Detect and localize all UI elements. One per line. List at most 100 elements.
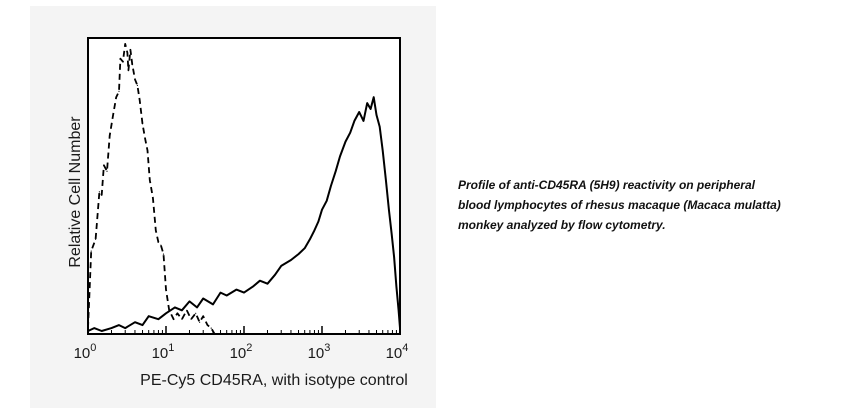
data-point [148, 315, 150, 317]
data-point [144, 138, 146, 140]
data-point [126, 52, 128, 54]
data-point [118, 90, 120, 92]
chart-panel: 100 101 102 103 104 Relative Cell Number PE-… [30, 6, 436, 408]
data-point [202, 297, 204, 300]
data-point [274, 274, 276, 276]
data-point [118, 324, 120, 326]
data-point [398, 309, 400, 311]
data-point [188, 300, 191, 302]
x-axis-tick-labels: 100 101 102 103 104 [74, 342, 409, 362]
data-point [391, 232, 393, 234]
cd45ra-series [87, 96, 401, 332]
tick-label-exponent: 0 [90, 342, 96, 354]
data-point [385, 179, 387, 181]
data-point [149, 179, 151, 181]
data-point [181, 309, 183, 311]
data-point [304, 247, 306, 249]
data-point [358, 111, 360, 113]
figure-caption: Profile of anti-CD45RA (5H9) reactivity … [458, 175, 848, 235]
data-point [101, 194, 103, 196]
data-point [344, 141, 347, 143]
x-tick-label: 103 [308, 342, 331, 362]
tick-label-base: 10 [152, 345, 169, 362]
data-point [266, 283, 269, 285]
data-point [297, 253, 300, 255]
y-axis-label: Relative Cell Number [67, 116, 84, 268]
data-point [141, 123, 144, 125]
caption-line: blood lymphocytes of rhesus macaque (Mac… [458, 198, 781, 212]
data-point [134, 321, 136, 323]
data-point [122, 61, 124, 63]
data-point [106, 170, 108, 172]
data-point [393, 256, 395, 258]
data-point [252, 286, 254, 288]
data-point [399, 327, 401, 329]
caption-line: Profile of anti-CD45RA (5H9) reactivity … [458, 178, 755, 192]
data-point [313, 229, 315, 231]
data-point [212, 303, 214, 305]
data-point [157, 318, 159, 320]
plot-frame [87, 37, 401, 335]
data-point [155, 229, 157, 231]
data-point [206, 324, 209, 326]
data-point [382, 149, 384, 152]
data-point [362, 120, 365, 122]
data-point [124, 43, 126, 45]
isotype-control-series [87, 43, 216, 335]
data-point [181, 318, 183, 320]
data-point [339, 155, 341, 157]
data-point [157, 241, 159, 243]
tick-label-exponent: 3 [324, 342, 330, 354]
data-point [103, 164, 105, 166]
data-point [141, 324, 144, 326]
tick-label-base: 10 [308, 345, 325, 362]
tick-label-exponent: 4 [402, 342, 408, 354]
x-tick-label: 100 [74, 342, 97, 362]
data-point [259, 280, 261, 282]
data-point [174, 306, 176, 308]
data-point [87, 327, 89, 329]
data-point [173, 318, 175, 320]
data-point [109, 135, 111, 137]
data-point [160, 244, 162, 246]
data-point [190, 318, 192, 320]
x-tick-label: 104 [386, 342, 409, 362]
data-point [395, 286, 397, 288]
data-point [370, 108, 372, 110]
data-point [112, 114, 114, 116]
data-point [373, 96, 375, 98]
caption-line: monkey analyzed by flow cytometry. [458, 218, 666, 232]
data-point [146, 149, 149, 152]
data-point [127, 70, 129, 72]
data-point [330, 185, 332, 187]
x-tick-label: 102 [230, 342, 253, 362]
data-point [379, 126, 381, 128]
data-point [290, 259, 292, 261]
data-point [152, 197, 154, 199]
data-point [280, 265, 282, 267]
data-point [110, 327, 113, 329]
data-point [101, 330, 103, 332]
data-point [162, 253, 165, 255]
data-point [124, 327, 126, 329]
data-point [366, 102, 368, 104]
data-point [349, 132, 351, 134]
tick-label-base: 10 [386, 345, 403, 362]
tick-label-base: 10 [74, 345, 91, 362]
data-point [134, 78, 136, 80]
data-point [199, 321, 201, 323]
data-point [214, 333, 216, 335]
data-point [129, 49, 131, 51]
data-point [309, 238, 311, 240]
data-point [210, 327, 212, 329]
data-point [353, 120, 355, 122]
data-point [243, 292, 245, 294]
tick-label-exponent: 2 [246, 342, 252, 354]
data-point [90, 250, 92, 252]
data-point [115, 96, 117, 98]
data-point [202, 315, 204, 317]
tick-label-base: 10 [230, 345, 247, 362]
data-point [186, 309, 188, 311]
data-point [139, 99, 141, 101]
data-point [321, 209, 323, 211]
